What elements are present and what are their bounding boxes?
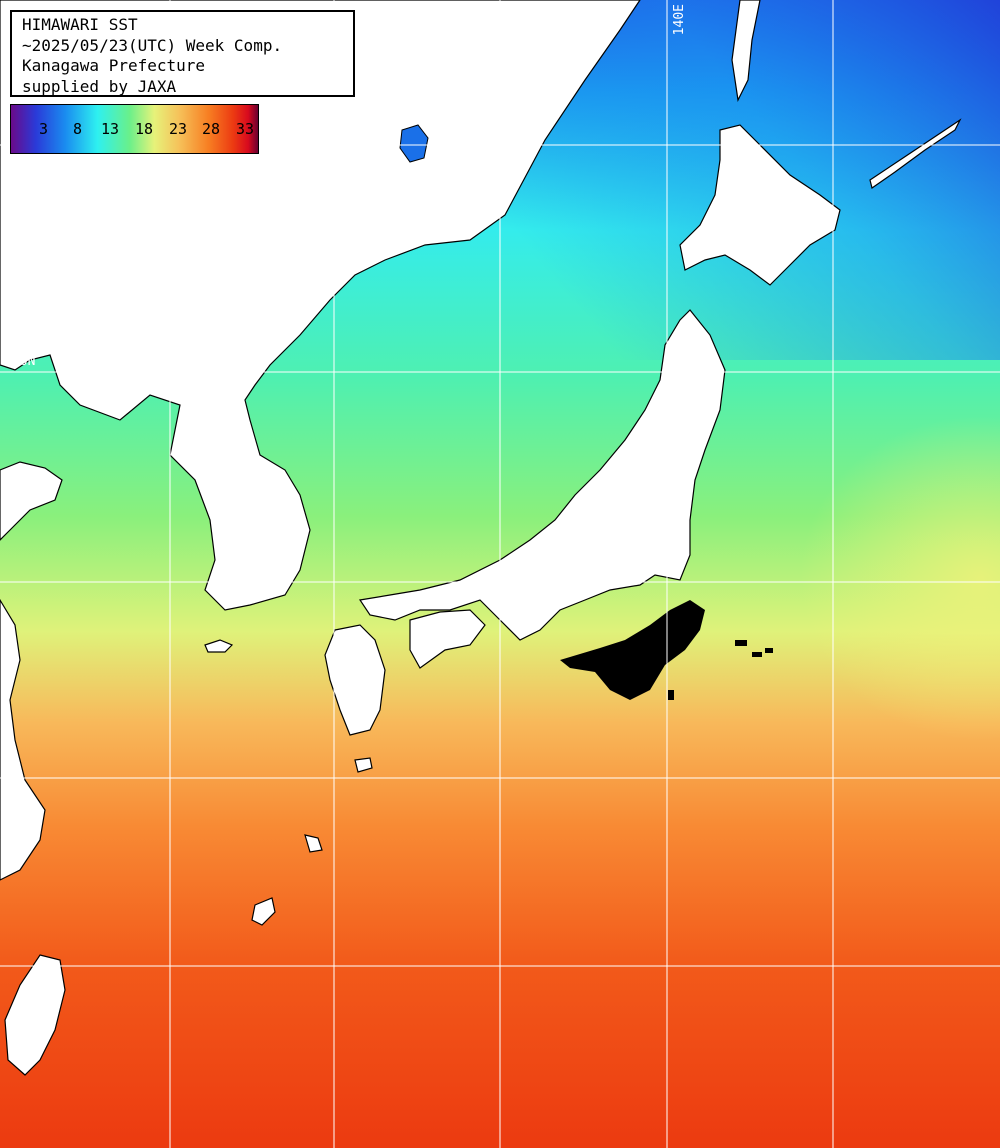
title-box: HIMAWARI SST ~2025/05/23(UTC) Week Comp.…	[10, 10, 355, 97]
legend-label: 28	[202, 120, 221, 138]
taiwan	[4, 954, 66, 1076]
title-line-4: supplied by JAXA	[22, 76, 177, 96]
hokkaido	[679, 124, 841, 286]
lake-khanka	[399, 124, 429, 163]
amami-island	[304, 834, 323, 853]
honshu	[358, 309, 726, 641]
longitude-label-140e: 140E	[672, 4, 687, 36]
legend-label: 23	[169, 120, 188, 138]
tanegashima	[354, 757, 373, 773]
shikoku	[409, 609, 486, 669]
china-coast	[0, 598, 46, 881]
legend-label: 33	[236, 120, 255, 138]
jeju-island	[204, 639, 234, 653]
title-line-2: ~2025/05/23(UTC) Week Comp.	[22, 35, 283, 55]
latitude-label-40n: 40N	[12, 354, 36, 369]
legend-label: 3	[39, 120, 49, 138]
legend-label: 8	[73, 120, 83, 138]
title-line-3: Kanagawa Prefecture	[22, 56, 206, 75]
okinawa-island	[251, 897, 276, 926]
temperature-legend: 3 8 13 18 23 28 33	[10, 104, 259, 154]
title-line-1: HIMAWARI SST	[22, 15, 138, 34]
shandong-peninsula	[0, 461, 63, 541]
kuril-islands	[869, 118, 962, 189]
sakhalin-kurils	[731, 0, 761, 102]
kyushu	[324, 624, 386, 736]
cloud-mask	[560, 600, 773, 700]
legend-label: 18	[135, 120, 154, 138]
legend-label: 13	[101, 120, 120, 138]
